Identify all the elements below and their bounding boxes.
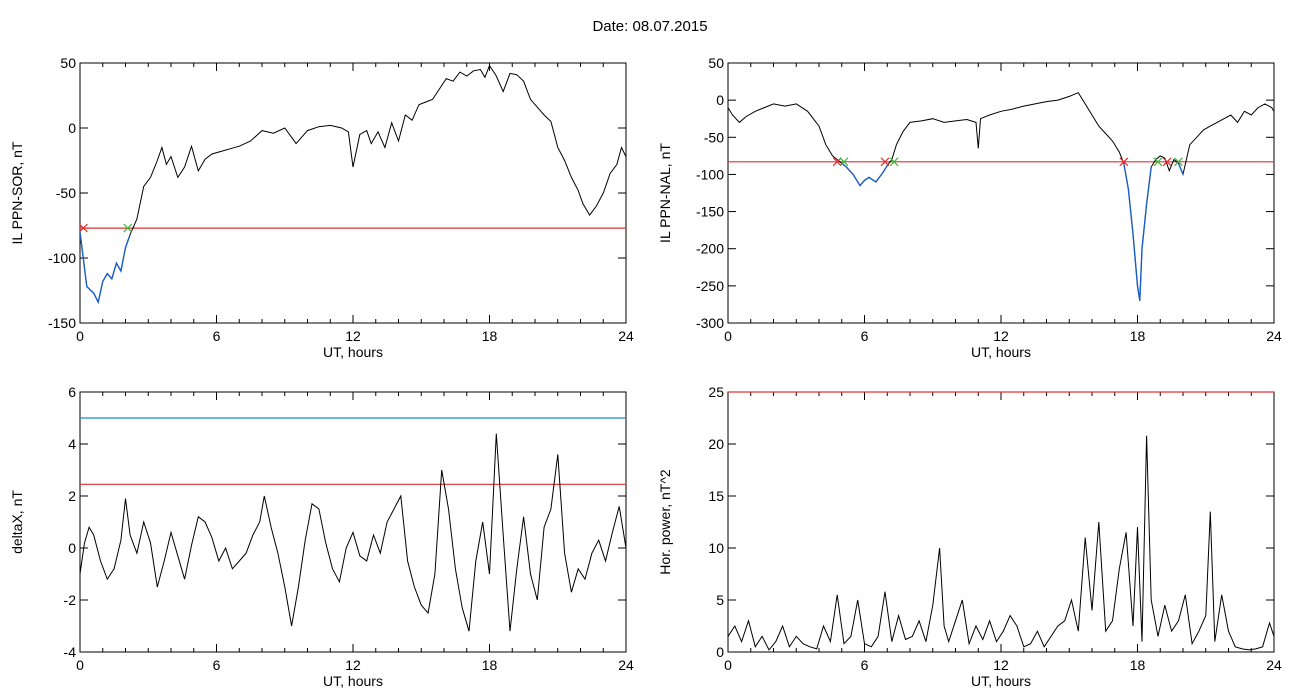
y-tick-label: 0 xyxy=(716,92,724,108)
x-axis-label: UT, hours xyxy=(971,673,1031,689)
crossing-marker xyxy=(880,157,890,167)
y-tick-label: 50 xyxy=(708,55,724,71)
y-tick-label: -200 xyxy=(696,241,724,257)
x-tick-label: 12 xyxy=(345,328,361,344)
series-line xyxy=(728,435,1274,651)
x-tick-label: 18 xyxy=(482,328,498,344)
x-tick-label: 6 xyxy=(861,657,869,673)
crossing-marker xyxy=(1153,157,1163,167)
y-tick-label: 2 xyxy=(68,488,76,504)
y-axis-label: IL PPN-NAL, nT xyxy=(657,143,673,243)
chart-panel-2: 0 6 12 18 24 -300 -250 -200 -150 -100 -50 0 50 UT, ho… xyxy=(657,55,1282,360)
y-tick-label: 4 xyxy=(68,436,76,452)
crossing-marker xyxy=(1174,157,1183,167)
x-tick-label: 18 xyxy=(482,657,498,673)
crossing-marker xyxy=(1119,157,1129,167)
x-tick-label: 18 xyxy=(1130,328,1146,344)
y-axis-label: deltaX, nT xyxy=(9,490,25,554)
x-tick-label: 24 xyxy=(1266,657,1282,673)
chart-panel-4: 0 6 12 18 24 0 5 10 15 20 25 UT, hours Hor. power, n… xyxy=(657,384,1282,689)
y-tick-label: -2 xyxy=(64,592,77,608)
x-tick-label: 0 xyxy=(76,657,84,673)
series-line xyxy=(728,92,1274,301)
chart-panel-1: 0 6 12 18 24 -150 -100 -50 0 50 UT, hours IL PPN-SO… xyxy=(9,55,634,360)
x-tick-label: 0 xyxy=(724,657,732,673)
x-tick-label: 12 xyxy=(993,328,1009,344)
y-axis-label: Hor. power, nT^2 xyxy=(657,469,673,575)
x-tick-label: 12 xyxy=(993,657,1009,673)
crossing-marker xyxy=(1162,157,1172,167)
x-tick-label: 6 xyxy=(213,657,221,673)
series-line xyxy=(80,64,626,304)
y-tick-label: -4 xyxy=(64,644,77,660)
y-tick-label: 0 xyxy=(68,120,76,136)
x-tick-label: 24 xyxy=(618,328,634,344)
y-tick-label: -100 xyxy=(696,166,724,182)
y-tick-label: -250 xyxy=(696,278,724,294)
plot-frame xyxy=(79,391,627,653)
crossing-marker xyxy=(889,157,899,167)
x-tick-label: 12 xyxy=(345,657,361,673)
x-tick-label: 6 xyxy=(213,328,221,344)
crossing-marker xyxy=(78,223,88,233)
y-axis-label: IL PPN-SOR, nT xyxy=(9,141,25,244)
y-tick-label: -100 xyxy=(48,250,76,266)
series-line xyxy=(80,433,626,632)
x-tick-label: 6 xyxy=(861,328,869,344)
y-tick-label: -50 xyxy=(704,129,724,145)
below-threshold-segment xyxy=(80,231,131,305)
y-tick-label: 10 xyxy=(708,540,724,556)
y-tick-label: -300 xyxy=(696,315,724,331)
plot-frame xyxy=(727,391,1275,653)
x-axis-label: UT, hours xyxy=(323,673,383,689)
y-tick-label: 5 xyxy=(716,592,724,608)
y-tick-label: 6 xyxy=(68,384,76,400)
y-tick-label: -150 xyxy=(48,315,76,331)
x-tick-label: 24 xyxy=(1266,328,1282,344)
y-tick-label: -50 xyxy=(56,185,76,201)
y-tick-label: 25 xyxy=(708,384,724,400)
y-tick-label: 50 xyxy=(60,55,76,71)
crossing-marker xyxy=(123,223,133,233)
x-axis-label: UT, hours xyxy=(323,344,383,360)
y-tick-label: -150 xyxy=(696,204,724,220)
x-axis-label: UT, hours xyxy=(971,344,1031,360)
crossing-marker xyxy=(839,157,849,167)
y-tick-label: 20 xyxy=(708,436,724,452)
plot-frame xyxy=(727,62,1275,324)
x-tick-label: 24 xyxy=(618,657,634,673)
date-title: Date: 08.07.2015 xyxy=(592,18,708,35)
below-threshold-segment xyxy=(841,162,1184,301)
y-tick-label: 0 xyxy=(68,540,76,556)
y-tick-label: 15 xyxy=(708,488,724,504)
crossing-marker xyxy=(832,157,842,167)
x-tick-label: 18 xyxy=(1130,657,1146,673)
y-tick-label: 0 xyxy=(716,644,724,660)
x-tick-label: 0 xyxy=(724,328,732,344)
plot-frame xyxy=(79,62,627,324)
x-tick-label: 0 xyxy=(76,328,84,344)
